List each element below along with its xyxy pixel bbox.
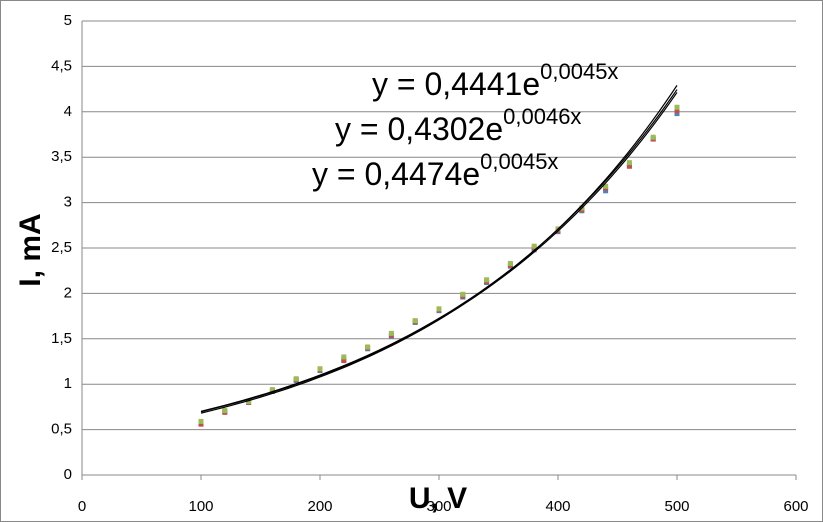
- equation-base: y = 0,4474e: [312, 156, 480, 192]
- point: [365, 344, 371, 350]
- point: [317, 366, 323, 372]
- point: [674, 104, 680, 110]
- y-tick-label: 2,5: [51, 239, 72, 256]
- x-axis-title: U, V: [409, 482, 467, 515]
- x-tick-label: 400: [545, 498, 570, 515]
- y-tick-label: 0: [64, 466, 72, 483]
- y-tick-label: 3: [64, 194, 72, 211]
- point: [246, 398, 252, 404]
- point: [603, 183, 609, 189]
- trendline-equation: y = 0,4441e0,0045x: [372, 59, 618, 102]
- point: [626, 163, 632, 169]
- point: [341, 354, 347, 360]
- y-tick-label: 5: [64, 12, 72, 29]
- x-tick-label: 200: [307, 498, 332, 515]
- point: [460, 291, 466, 297]
- point: [388, 330, 394, 336]
- point: [293, 376, 299, 382]
- point: [341, 358, 347, 364]
- x-tick-label: 100: [188, 498, 213, 515]
- x-tick-label: 600: [783, 498, 808, 515]
- y-tick-label: 0,5: [51, 421, 72, 438]
- equation-base: y = 0,4302e: [335, 111, 503, 147]
- trendline-equation: y = 0,4474e0,0045x: [312, 149, 558, 192]
- trendline: [200, 85, 678, 414]
- y-tick-label: 3,5: [51, 148, 72, 165]
- point: [436, 306, 442, 312]
- point: [222, 408, 228, 414]
- y-tick-label: 1: [64, 375, 72, 392]
- point: [507, 260, 513, 266]
- x-tick-label: 500: [664, 498, 689, 515]
- point: [674, 108, 680, 114]
- equation-base: y = 0,4441e: [372, 66, 540, 102]
- y-tick-label: 4,5: [51, 57, 72, 74]
- equation-exponent: 0,0045x: [480, 149, 558, 174]
- point: [626, 160, 632, 166]
- point: [603, 188, 609, 194]
- x-tick-label: 0: [78, 498, 86, 515]
- trendline: [200, 89, 678, 412]
- point: [269, 387, 275, 393]
- x-tick-label: 300: [426, 498, 451, 515]
- point: [198, 418, 204, 424]
- equation-exponent: 0,0045x: [540, 59, 618, 84]
- point: [412, 318, 418, 324]
- point: [198, 421, 204, 427]
- y-tick-label: 1,5: [51, 330, 72, 347]
- trendline-equation: y = 0,4302e0,0046x: [335, 104, 581, 147]
- point: [674, 111, 680, 117]
- point: [531, 243, 537, 249]
- y-axis-title: I, mA: [14, 213, 47, 286]
- point: [484, 277, 490, 283]
- y-tick-label: 2: [64, 284, 72, 301]
- point: [650, 134, 656, 140]
- equation-exponent: 0,0046x: [503, 104, 581, 129]
- y-tick-label: 4: [64, 103, 72, 120]
